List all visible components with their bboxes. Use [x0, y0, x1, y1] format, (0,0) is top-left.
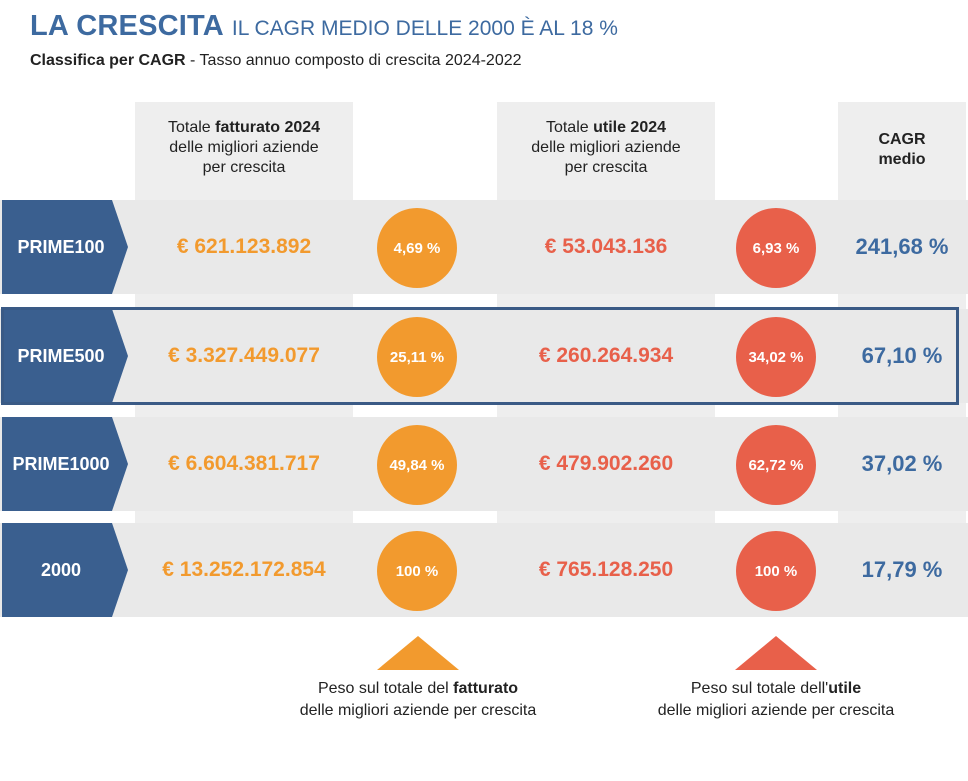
- row-label-line2: 500: [74, 346, 105, 366]
- subtitle-rest: - Tasso annuo composto di crescita 2024-…: [185, 52, 522, 69]
- row-label-arrow-icon: [2, 309, 128, 403]
- fatturato-share-circle: 4,69 %: [377, 208, 457, 288]
- row-label-text: PRIME 500: [2, 309, 120, 403]
- row-label-line2: 100: [74, 237, 105, 257]
- row-label-text: 2000: [2, 523, 120, 617]
- row-label: PRIME 500: [2, 309, 128, 403]
- fatturato-share-circle: 100 %: [377, 531, 457, 611]
- title-rest: IL CAGR MEDIO DELLE 2000 È AL 18 %: [231, 17, 618, 40]
- row-label-arrow-icon: [2, 523, 128, 617]
- cagr-value: 241,68 %: [855, 234, 949, 259]
- row-label: PRIME 1000: [2, 417, 128, 511]
- utile-share-circle: 6,93 %: [736, 208, 816, 288]
- fatturato-header: Totale fatturato 2024 delle migliori azi…: [167, 119, 321, 176]
- fatturato-pointer-icon: [377, 636, 459, 670]
- row-label-arrow-icon: [2, 417, 128, 511]
- utile-share-circle: 34,02 %: [736, 317, 816, 397]
- row-label-line1: PRIME: [17, 237, 75, 257]
- utile-value: € 260.264.934: [538, 344, 674, 367]
- utile-value: € 479.902.260: [538, 452, 674, 475]
- fatturato-value: € 621.123.892: [176, 235, 312, 258]
- fatturato-share-circle: 49,84 %: [377, 425, 457, 505]
- row-label: PRIME 100: [2, 200, 128, 294]
- row-label-arrow-icon: [2, 200, 128, 294]
- utile-footnote: Peso sul totale dell'utile delle miglior…: [657, 680, 895, 719]
- row-label-text: PRIME 1000: [2, 417, 120, 511]
- chart-title: LA CRESCITA IL CAGR MEDIO DELLE 2000 È AL…: [30, 10, 618, 43]
- row-label: 2000: [2, 523, 128, 617]
- utile-header: Totale utile 2024 delle migliori aziende…: [531, 119, 681, 176]
- utile-share-circle: 62,72 %: [736, 425, 816, 505]
- utile-share-circle: 100 %: [736, 531, 816, 611]
- utile-value: € 53.043.136: [544, 235, 668, 258]
- utile-value: € 765.128.250: [538, 558, 674, 581]
- cagr-value: 17,79 %: [861, 557, 943, 582]
- cagr-value: 67,10 %: [861, 343, 943, 368]
- row-label-text: PRIME 100: [2, 200, 120, 294]
- subtitle-bold: Classifica per CAGR: [30, 52, 186, 69]
- highlight-frame: [1, 307, 959, 405]
- fatturato-value: € 3.327.449.077: [168, 344, 320, 367]
- utile-pointer-icon: [735, 636, 817, 670]
- row-label-line1: 2000: [40, 560, 82, 580]
- row-label-line2: 1000: [69, 454, 110, 474]
- fatturato-value: € 13.252.172.854: [162, 558, 326, 581]
- chart-subtitle: Classifica per CAGR - Tasso annuo compos…: [30, 52, 522, 70]
- fatturato-value: € 6.604.381.717: [168, 452, 320, 475]
- title-main: LA CRESCITA: [30, 10, 224, 42]
- cagr-header: CAGR medio: [878, 131, 926, 168]
- cagr-value: 37,02 %: [861, 451, 943, 476]
- fatturato-footnote: Peso sul totale del fatturato delle migl…: [299, 680, 537, 719]
- row-label-line1: PRIME: [12, 454, 70, 474]
- row-label-line1: PRIME: [17, 346, 75, 366]
- fatturato-share-circle: 25,11 %: [377, 317, 457, 397]
